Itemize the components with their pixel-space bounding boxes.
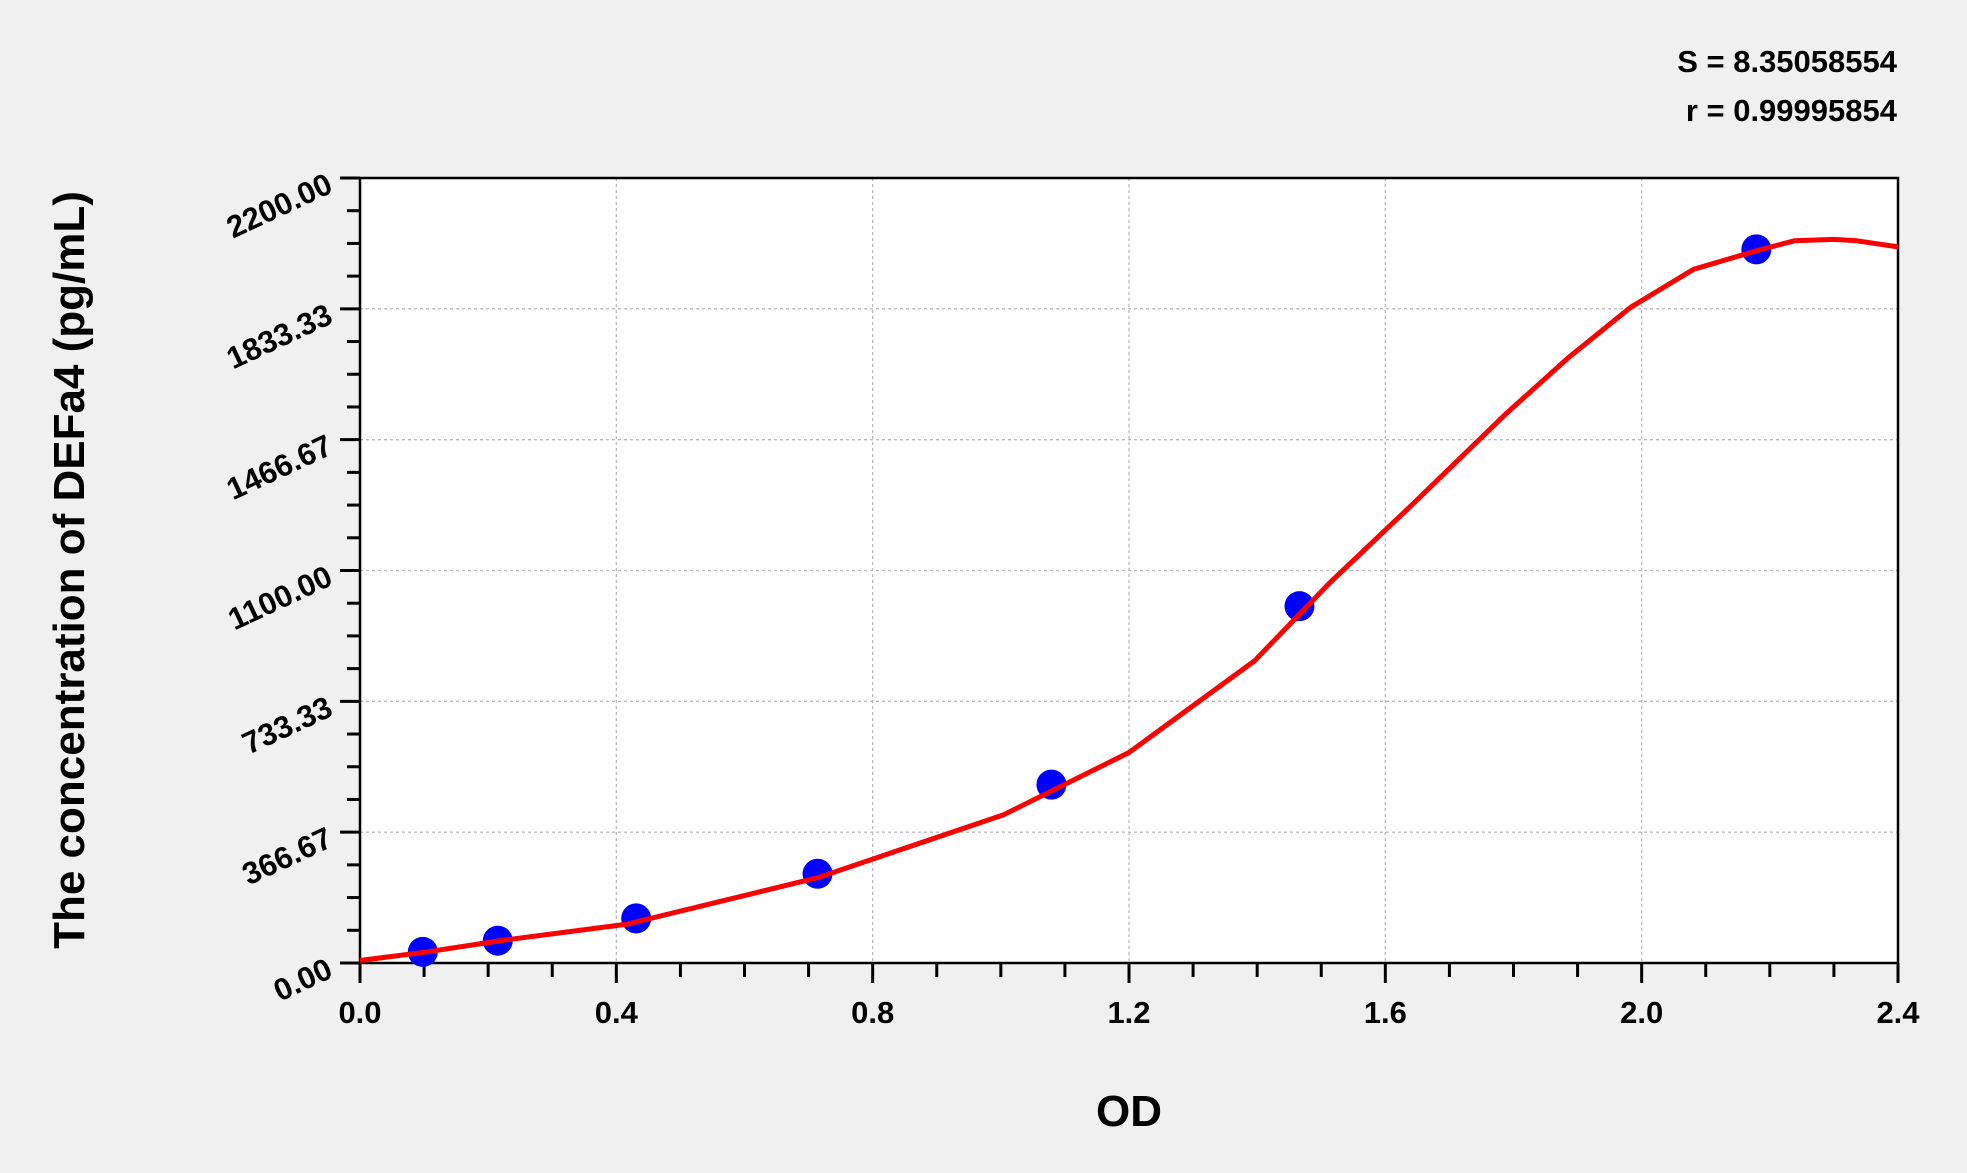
fit-curve [359,236,1899,963]
x-tick-label: 0.8 [851,995,894,1030]
x-tick-label: 2.4 [1876,995,1920,1030]
x-tick-label: 0.4 [595,995,639,1030]
x-tick-label: 1.6 [1364,995,1407,1030]
x-tick-label: 2.0 [1620,995,1663,1030]
y-tick-label: 366.67 [237,820,338,892]
y-tick-label: 0.00 [268,951,337,1008]
x-tick-label: 1.2 [1107,995,1150,1030]
stat-r: r = 0.99995854 [1685,93,1897,128]
y-tick-label: 2200.00 [221,166,337,245]
x-axis-title: OD [1096,1087,1162,1136]
y-tick-label: 1100.00 [223,559,338,637]
x-tick-label: 0.0 [338,995,381,1030]
y-tick-label: 1466.67 [221,428,337,507]
y-tick-label: 733.33 [237,689,338,761]
stat-s: S = 8.35058554 [1677,44,1897,79]
y-tick-label: 1833.33 [221,297,337,376]
data-point [1284,591,1315,622]
y-axis-title: The concentration of DEFa4 (pg/mL) [45,191,94,949]
